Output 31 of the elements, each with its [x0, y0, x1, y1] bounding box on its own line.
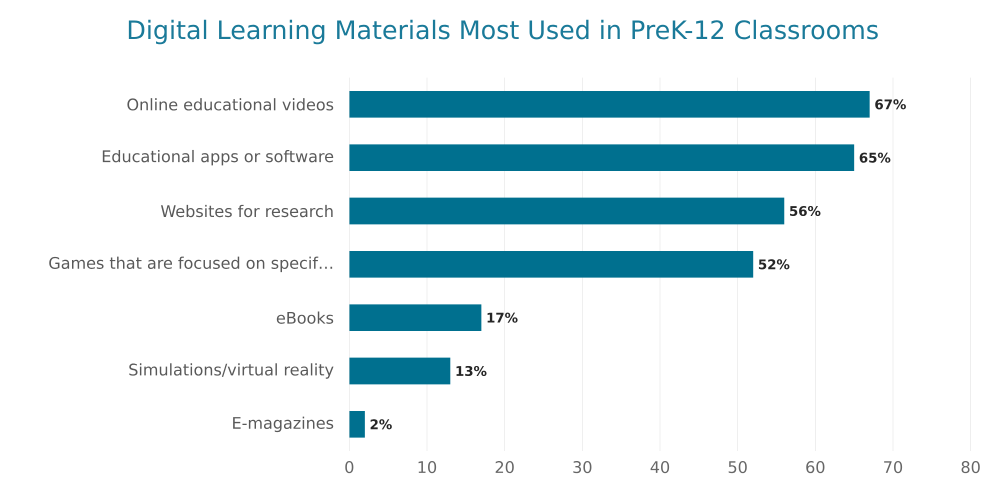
- x-tick-label: 60: [806, 461, 824, 474]
- data-label: 13%: [456, 366, 487, 376]
- x-tick-label: 70: [884, 461, 902, 474]
- bar: [349, 358, 450, 384]
- x-tick-label: 30: [573, 461, 592, 474]
- x-tick-label: 20: [496, 461, 514, 474]
- y-tick-label: Games that are focused on specif…: [49, 256, 332, 272]
- bar: [349, 304, 482, 332]
- x-tick-label: 40: [650, 461, 670, 474]
- y-tick-label: Simulations/virtual reality: [129, 363, 334, 379]
- bar: [349, 144, 854, 172]
- bar: [349, 91, 870, 118]
- chart-title: Digital Learning Materials Most Used in PreK-12 Classrooms: [128, 20, 878, 44]
- y-tick-label: Educational apps or software: [102, 150, 334, 166]
- x-tick-label: 0: [345, 461, 354, 474]
- y-tick-label: Online educational videos: [127, 98, 334, 111]
- y-tick-label: E-magazines: [233, 416, 334, 432]
- data-label: 56%: [790, 206, 820, 216]
- x-tick-label: 10: [418, 461, 436, 474]
- data-label: 17%: [488, 312, 518, 323]
- bar: [349, 251, 754, 278]
- bar: [349, 198, 784, 224]
- y-tick-label: eBooks: [276, 311, 334, 324]
- data-label: 65%: [860, 152, 890, 163]
- y-tick-label: Websites for research: [160, 204, 333, 218]
- x-tick-label: 80: [962, 461, 980, 474]
- data-label: 67%: [875, 99, 906, 110]
- x-tick-label: 50: [728, 461, 747, 474]
- bar: [349, 411, 365, 438]
- data-label: 52%: [758, 259, 790, 270]
- data-label: 2%: [370, 419, 392, 430]
